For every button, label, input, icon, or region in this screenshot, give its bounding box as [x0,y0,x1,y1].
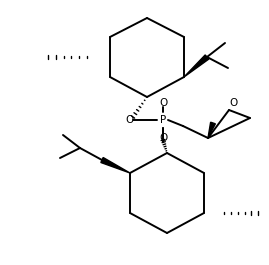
Text: O: O [125,115,133,125]
Text: O: O [229,98,237,108]
Text: O: O [159,133,167,143]
Polygon shape [208,122,215,138]
Text: O: O [159,98,167,108]
Text: P: P [160,115,166,125]
Polygon shape [101,157,130,173]
Polygon shape [184,55,209,77]
